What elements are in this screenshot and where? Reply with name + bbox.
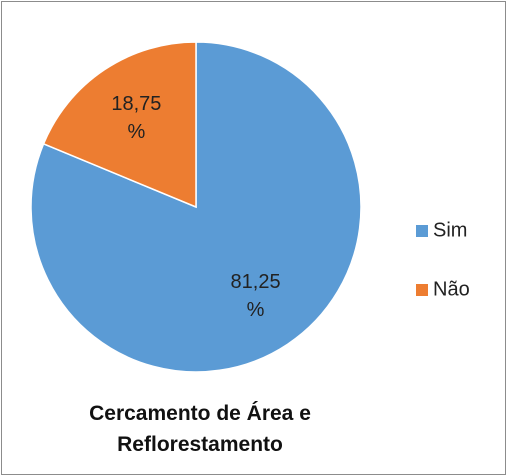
data-label: 18,75 %: [111, 92, 162, 143]
legend-label: Não: [433, 278, 470, 301]
legend-swatch: [416, 284, 428, 296]
chart-title: Cercamento de Área e Reflorestamento: [89, 402, 311, 456]
pie-slice: [42, 41, 197, 209]
data-label: 81,25 %: [230, 271, 281, 322]
legend-label: Sim: [433, 219, 468, 242]
pie-slice: [30, 41, 362, 373]
legend-swatch: [416, 225, 428, 237]
